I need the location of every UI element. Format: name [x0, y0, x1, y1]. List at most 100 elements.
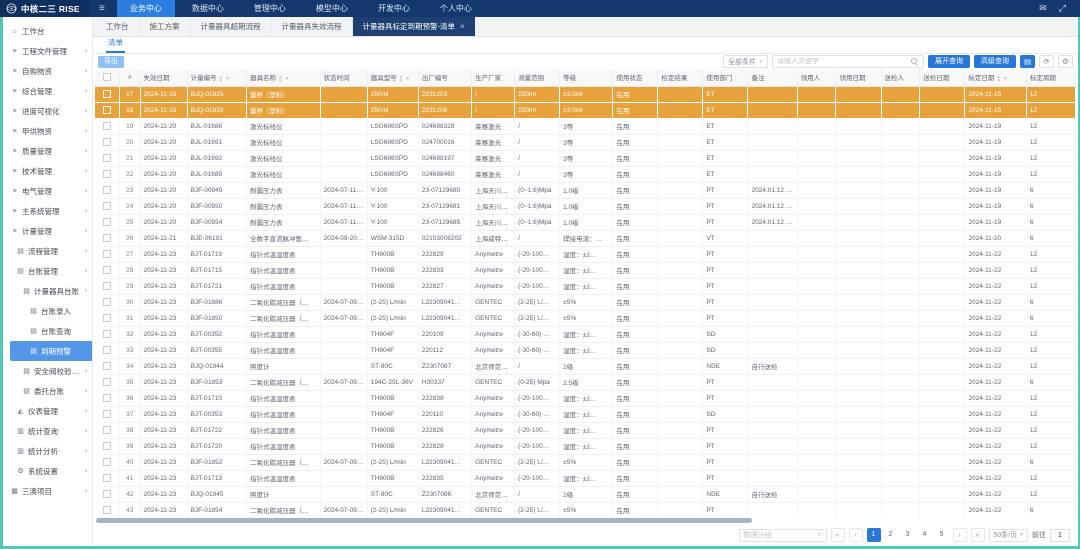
table-row[interactable]: 42 2024-11-23 BJQ-01945 照度计 ST-80C Z2307086 北京… [95, 486, 1077, 503]
row-checkbox[interactable] [103, 330, 112, 338]
table-row[interactable]: 31 2024-11-23 BJF-01850 二氧化碳减压器（… 2024-07-09… [95, 310, 1077, 327]
row-checkbox[interactable] [103, 170, 112, 178]
sidebar-item-14[interactable]: ▤ 计量器具台账 ∧ [3, 281, 92, 301]
sidebar-item-18[interactable]: ▤ 安全阀校验台账∨ [3, 361, 92, 381]
page-button-3[interactable]: 3 [905, 531, 910, 538]
menu-fold-icon[interactable]: ≡ [98, 3, 105, 14]
next-page-button[interactable]: › [952, 528, 967, 542]
sidebar-item-3[interactable]: ≡ 自购物资 ∨ [3, 61, 92, 81]
table-row[interactable]: 40 2024-11-23 BJF-01852 二氧化碳减压器（… 2024-07-09… [95, 454, 1077, 471]
row-checkbox[interactable] [103, 314, 112, 322]
row-checkbox[interactable] [103, 218, 112, 226]
table-row[interactable]: 22 2024-11-20 BJL-01689 激光标线仪 LSG686SPD 02469… [95, 166, 1077, 183]
sidebar-item-16[interactable]: ▤ 台账查询 [3, 321, 92, 341]
table-row[interactable]: 29 2024-11-23 BJT-01721 指针式温湿度表 TH600B 222827… [95, 278, 1077, 295]
sidebar-item-2[interactable]: ≡ 工程文件管理 ∨ [3, 41, 92, 61]
subtab-list[interactable]: 清单 [106, 37, 125, 53]
sidebar-item-8[interactable]: ≡ 技术管理 ∨ [3, 161, 92, 181]
row-checkbox[interactable] [103, 426, 112, 434]
row-checkbox[interactable] [103, 362, 112, 370]
page-size-select[interactable]: 50条/页 ▾ [988, 528, 1028, 542]
table-row[interactable]: 38 2024-11-23 BJT-01722 指针式温湿度表 TH600B 222826… [95, 422, 1077, 439]
table-row[interactable]: 33 2024-11-23 BJT-00355 指针式温湿度表 TH604F 220112… [95, 342, 1077, 359]
condition-select[interactable]: 全部条件 ∨ [722, 55, 768, 68]
table-row[interactable]: 25 2024-11-20 BJF-00954 耐震压力表 2024-07-11… Y-1… [95, 214, 1077, 231]
first-page-button[interactable]: « [830, 528, 845, 542]
sidebar-item-22[interactable]: ▥ 统计分析 ∨ [3, 441, 92, 461]
goto-page-input[interactable] [1050, 528, 1070, 542]
row-checkbox[interactable] [103, 202, 112, 210]
tab-5[interactable]: 计量器具标定到期预警-清单 × [352, 17, 475, 36]
filter-icon[interactable]: ▼ [225, 76, 231, 83]
sidebar-item-24[interactable]: ▦ 三澳项目 ∨ [3, 481, 92, 501]
tab-2[interactable]: 施工方案 [140, 17, 191, 36]
nav-item-1[interactable]: 业务中心 [116, 0, 175, 17]
row-checkbox[interactable] [103, 122, 112, 130]
sidebar-item-23[interactable]: ⚙ 系统设置 ∨ [3, 461, 92, 481]
tab-3[interactable]: 计量器具超期流程 [191, 17, 272, 36]
row-checkbox[interactable] [103, 186, 112, 194]
filter-icon[interactable]: ▼ [405, 76, 411, 83]
sidebar-item-20[interactable]: ◭ 仪表管理 ∨ [3, 401, 92, 421]
nav-item-2[interactable]: 数据中心 [191, 4, 224, 13]
row-checkbox[interactable] [103, 410, 112, 418]
fullscreen-icon[interactable]: ⤢ [1058, 3, 1066, 13]
nav-item-6[interactable]: 个人中心 [439, 4, 472, 13]
expand-query-button[interactable]: 展开查询 [928, 55, 970, 68]
table-row[interactable]: 34 2024-11-23 BJQ-01944 照度计 ST-80C Z2307087 北京… [95, 358, 1077, 375]
message-icon[interactable]: ✉ [1039, 3, 1047, 13]
table-row[interactable]: 20 2024-11-20 BJL-01691 激光标线仪 LSG686SPD 02470… [95, 134, 1077, 151]
sidebar-item-5[interactable]: ≡ 进度可视化 ∨ [3, 101, 92, 121]
group-select[interactable]: 数据分组 ∨ [738, 528, 827, 542]
table-row[interactable]: 43 2024-11-23 BJF-01854 二氧化碳减压器（… 2024-07-09… [95, 502, 1077, 518]
sidebar-item-17[interactable]: ▤ 到期预警 [10, 341, 92, 361]
tab-close-icon[interactable]: × [460, 22, 465, 31]
filter-icon[interactable]: ▼ [1002, 76, 1008, 83]
table-row[interactable]: 28 2024-11-23 BJT-01715 指针式温湿度表 TH600B 222833… [95, 262, 1077, 279]
row-checkbox[interactable] [103, 266, 112, 274]
row-checkbox[interactable] [103, 138, 112, 146]
refresh-icon[interactable]: ⟳ [1039, 55, 1054, 68]
page-button-4[interactable]: 4 [922, 531, 927, 538]
sidebar-item-10[interactable]: ≡ 主系统管理 ∨ [3, 201, 92, 221]
row-checkbox[interactable] [103, 298, 112, 306]
row-checkbox[interactable] [103, 474, 112, 482]
table-row[interactable]: 30 2024-11-23 BJF-01886 二氧化碳减压器（… 2024-07-09… [95, 294, 1077, 311]
search-icon[interactable] [911, 57, 919, 66]
sort-icon[interactable]: ▲ ▼ [218, 74, 224, 83]
row-checkbox[interactable] [103, 490, 112, 498]
sort-icon[interactable]: ▲ ▼ [398, 74, 404, 83]
advanced-query-button[interactable]: 高级查询 [974, 55, 1016, 68]
sidebar-item-9[interactable]: ≡ 电气管理 ∨ [3, 181, 92, 201]
sidebar-item-4[interactable]: ≡ 综合管理 ∨ [3, 81, 92, 101]
row-checkbox[interactable] [103, 106, 112, 114]
row-checkbox[interactable] [103, 154, 112, 162]
sort-icon[interactable]: ▲ ▼ [277, 74, 283, 83]
select-all-checkbox[interactable] [103, 73, 112, 82]
row-checkbox[interactable] [103, 378, 112, 386]
sidebar-item-7[interactable]: ≡ 质量管理 ∨ [3, 141, 92, 161]
row-checkbox[interactable] [103, 442, 112, 450]
tab-1[interactable]: 工作台 [96, 17, 140, 36]
filter-icon[interactable]: ▼ [284, 76, 290, 83]
row-checkbox[interactable] [103, 394, 112, 402]
nav-item-5[interactable]: 开发中心 [377, 4, 410, 13]
table-row[interactable]: 24 2024-11-20 BJF-00950 耐震压力表 2024-07-11… Y-1… [95, 198, 1077, 215]
table-row[interactable]: 19 2024-11-20 BJL-01688 激光标线仪 LSG686SPD 02469… [95, 118, 1077, 135]
table-row[interactable]: 35 2024-11-23 BJF-01853 二氧化碳减压器（… 2024-07-09… [95, 374, 1077, 391]
sidebar-item-15[interactable]: ▤ 台账录入 [3, 301, 92, 321]
last-page-button[interactable]: » [970, 528, 985, 542]
table-row[interactable]: 17 2024-11-16 BJQ-01625 量杯（塑料） 250ml 2231203/… [95, 86, 1077, 103]
sort-icon[interactable]: ▲ ▼ [996, 74, 1001, 83]
table-row[interactable]: 32 2024-11-23 BJT-00352 指针式温湿度表 TH604F 220109… [95, 326, 1077, 343]
search-input[interactable] [777, 58, 911, 65]
sidebar-item-1[interactable]: ⌂ 工作台 [3, 21, 92, 41]
form-view-icon[interactable]: ▤ [1020, 55, 1035, 68]
sidebar-item-21[interactable]: ▥ 统计查询 ∨ [3, 421, 92, 441]
nav-item-3[interactable]: 管理中心 [253, 4, 286, 13]
table-row[interactable]: 21 2024-11-20 BJL-01692 激光标线仪 LSG686SPD 02469… [95, 150, 1077, 167]
page-button-5[interactable]: 5 [939, 531, 944, 538]
row-checkbox[interactable] [103, 234, 112, 242]
export-button[interactable]: 导出 [98, 55, 124, 68]
table-row[interactable]: 18 2024-11-16 BJQ-01628 量杯（塑料） 250ml 2231206/… [95, 102, 1077, 119]
